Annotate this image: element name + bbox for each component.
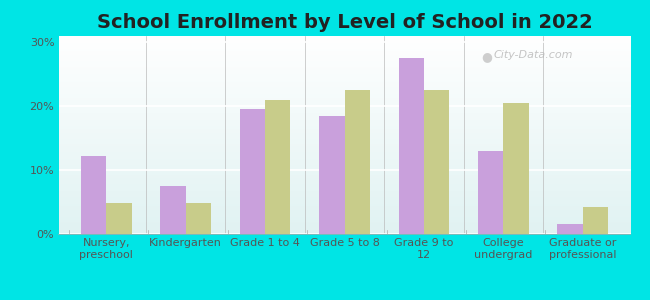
Title: School Enrollment by Level of School in 2022: School Enrollment by Level of School in … xyxy=(97,13,592,32)
Bar xyxy=(478,151,503,234)
Bar xyxy=(186,203,211,234)
Bar xyxy=(160,186,186,234)
Bar xyxy=(265,100,291,234)
Bar xyxy=(398,58,424,234)
Bar xyxy=(81,156,106,234)
Bar xyxy=(424,90,449,234)
Text: ●: ● xyxy=(482,50,493,63)
Text: City-Data.com: City-Data.com xyxy=(493,50,573,60)
Bar xyxy=(558,224,583,234)
Bar xyxy=(503,103,529,234)
Bar xyxy=(583,207,608,234)
Bar xyxy=(240,110,265,234)
Bar xyxy=(344,90,370,234)
Bar xyxy=(106,203,131,234)
Bar xyxy=(319,116,344,234)
